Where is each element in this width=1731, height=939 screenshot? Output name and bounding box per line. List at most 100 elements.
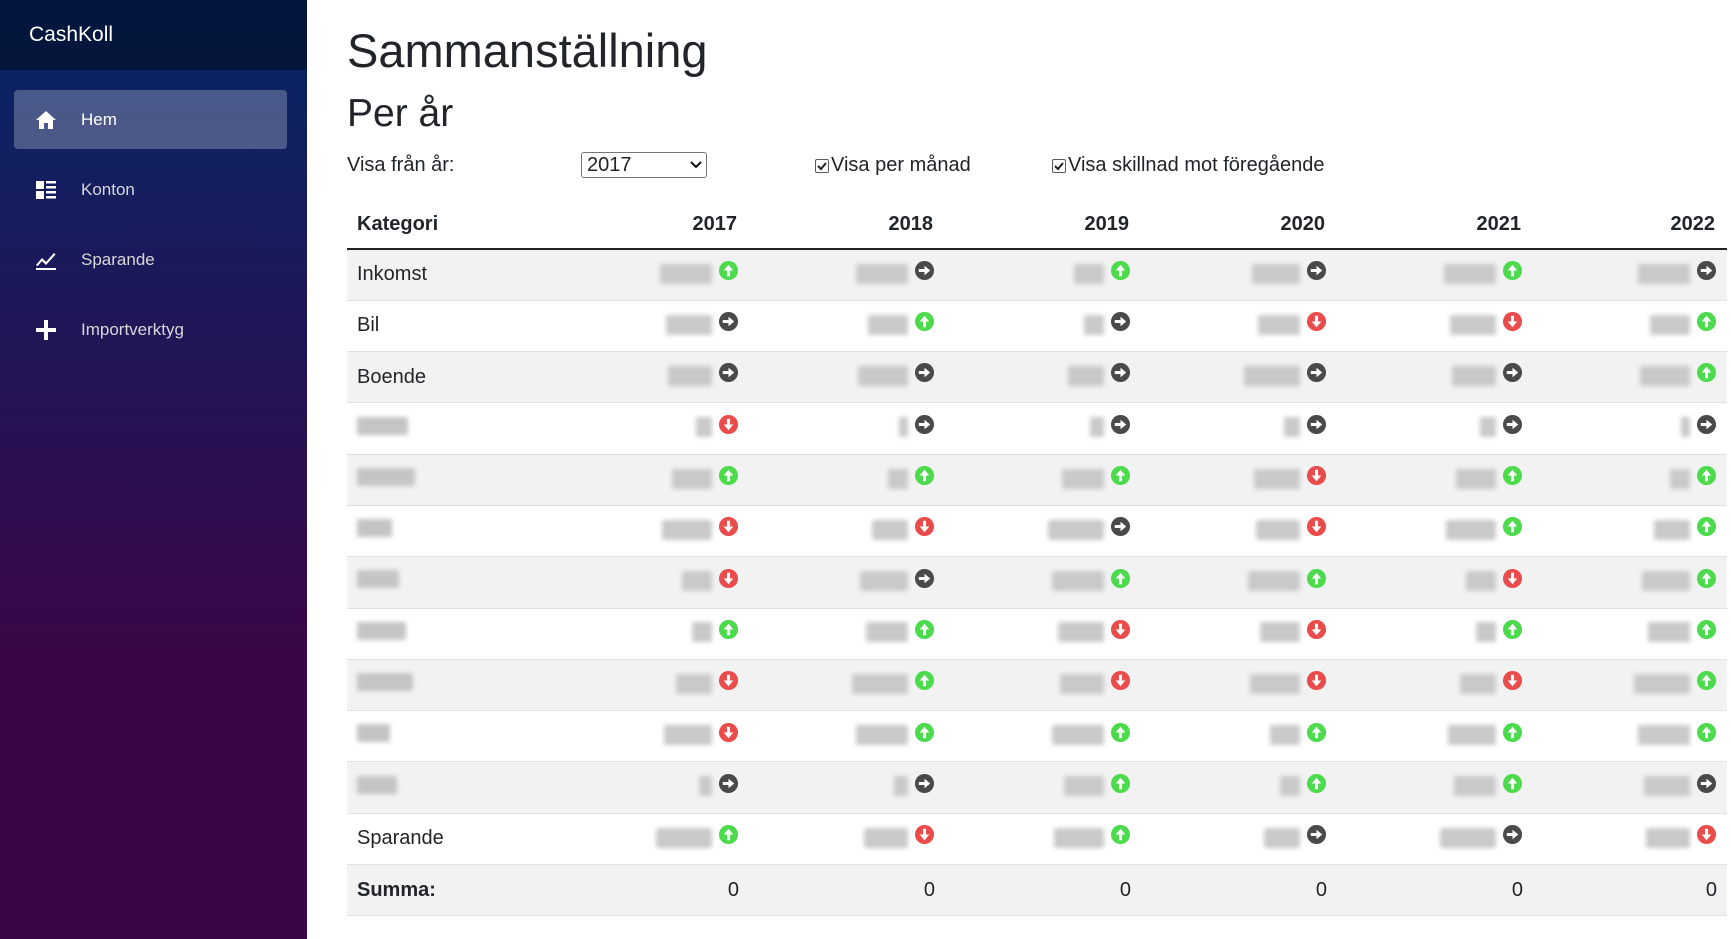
redacted-amount — [1048, 519, 1104, 540]
category-cell — [347, 402, 553, 455]
value-cell — [553, 658, 749, 711]
redacted-category — [357, 673, 413, 692]
filter-controls: Visa från år: 2017 Visa per månad Visa s… — [347, 150, 1727, 182]
per-month-toggle[interactable]: Visa per månad — [815, 154, 971, 177]
trend-up-icon — [718, 824, 739, 851]
table-row — [347, 504, 1727, 557]
value-cell — [1141, 761, 1337, 814]
category-cell — [347, 607, 553, 660]
brand-link[interactable]: CashKoll — [29, 23, 114, 46]
category-cell — [347, 710, 553, 762]
value-cell — [1533, 607, 1727, 660]
redacted-amount — [1052, 725, 1104, 746]
value-cell — [1337, 453, 1533, 506]
category-cell: Boende — [347, 351, 553, 403]
value-cell — [945, 351, 1141, 403]
diff-toggle[interactable]: Visa skillnad mot föregående — [1052, 154, 1324, 177]
redacted-amount — [888, 468, 908, 489]
table-row: Inkomst — [347, 248, 1727, 301]
trend-neutral-icon — [1110, 311, 1131, 338]
trend-up-icon — [914, 619, 935, 646]
table-row — [347, 710, 1727, 762]
diff-checkbox[interactable] — [1052, 158, 1066, 173]
nav-item-sparande[interactable]: Sparande — [14, 230, 287, 289]
redacted-amount — [899, 417, 908, 438]
value-cell — [553, 556, 749, 609]
trend-up-icon — [1502, 722, 1523, 749]
sum-label: Summa: — [347, 864, 553, 917]
redacted-amount — [1448, 725, 1496, 746]
category-cell — [347, 453, 553, 506]
redacted-amount — [1254, 468, 1300, 489]
category-label: Bil — [357, 314, 380, 337]
value-cell — [1337, 658, 1533, 711]
redacted-amount — [1634, 673, 1690, 694]
trend-up-icon — [1696, 722, 1717, 749]
trend-up-icon — [1696, 465, 1717, 492]
redacted-category — [357, 570, 399, 589]
trend-neutral-icon — [1110, 516, 1131, 543]
trend-down-icon — [1696, 824, 1717, 851]
sum-value: 0 — [1337, 864, 1533, 917]
trend-neutral-icon — [1306, 414, 1327, 441]
value-cell — [553, 710, 749, 762]
home-icon — [33, 108, 59, 132]
category-cell — [347, 556, 553, 609]
column-header-year: 2017 — [553, 201, 749, 250]
nav-item-importverktyg[interactable]: Importverktyg — [14, 300, 287, 359]
page-subtitle: Per år — [347, 92, 454, 135]
value-cell — [1533, 453, 1727, 506]
redacted-amount — [1270, 725, 1300, 746]
redacted-amount — [1460, 673, 1496, 694]
redacted-amount — [1440, 827, 1496, 848]
value-cell — [1141, 556, 1337, 609]
value-cell — [553, 453, 749, 506]
nav-item-konton[interactable]: Konton — [14, 160, 287, 219]
from-year-select[interactable]: 2017 — [581, 152, 707, 178]
sum-value: 0 — [553, 864, 749, 917]
redacted-amount — [1644, 776, 1690, 797]
sum-row: Summa: 0 0 0 0 0 0 — [347, 864, 1727, 917]
trend-down-icon — [718, 670, 739, 697]
nav-item-hem[interactable]: Hem — [14, 90, 287, 149]
redacted-category — [357, 724, 390, 743]
redacted-amount — [1466, 571, 1496, 592]
plus-icon — [33, 318, 59, 342]
trend-up-icon — [1306, 773, 1327, 800]
redacted-category — [357, 519, 392, 538]
value-cell — [1141, 658, 1337, 711]
redacted-category — [357, 775, 397, 794]
redacted-amount — [860, 571, 908, 592]
trend-down-icon — [1110, 670, 1131, 697]
value-cell — [1533, 658, 1727, 711]
trend-up-icon — [1696, 362, 1717, 389]
redacted-amount — [1642, 571, 1690, 592]
sum-value: 0 — [945, 864, 1141, 917]
trend-down-icon — [1306, 465, 1327, 492]
trend-neutral-icon — [1502, 362, 1523, 389]
redacted-amount — [676, 673, 712, 694]
redacted-amount — [1444, 263, 1496, 284]
trend-neutral-icon — [914, 362, 935, 389]
redacted-amount — [872, 519, 908, 540]
redacted-amount — [1089, 417, 1104, 438]
value-cell — [553, 248, 749, 301]
main-content: Sammanställning Per år Visa från år: 201… — [347, 0, 1731, 939]
sum-value: 0 — [1533, 864, 1727, 917]
trend-down-icon — [1502, 311, 1523, 338]
table-row — [347, 402, 1727, 455]
value-cell — [553, 607, 749, 660]
per-month-label: Visa per månad — [831, 154, 971, 176]
table-body: Inkomst Bil Boende Sparande Summa: 0 0 0 0 0 0 — [347, 248, 1727, 917]
trend-up-icon — [914, 722, 935, 749]
column-header-year: 2020 — [1141, 201, 1337, 250]
list-icon — [33, 178, 59, 202]
redacted-amount — [1252, 263, 1300, 284]
category-cell: Sparande — [347, 812, 553, 865]
column-header-year: 2021 — [1337, 201, 1533, 250]
redacted-amount — [1054, 827, 1104, 848]
per-month-checkbox[interactable] — [815, 158, 829, 173]
trend-down-icon — [1306, 619, 1327, 646]
redacted-amount — [1052, 571, 1104, 592]
trend-neutral-icon — [1502, 414, 1523, 441]
